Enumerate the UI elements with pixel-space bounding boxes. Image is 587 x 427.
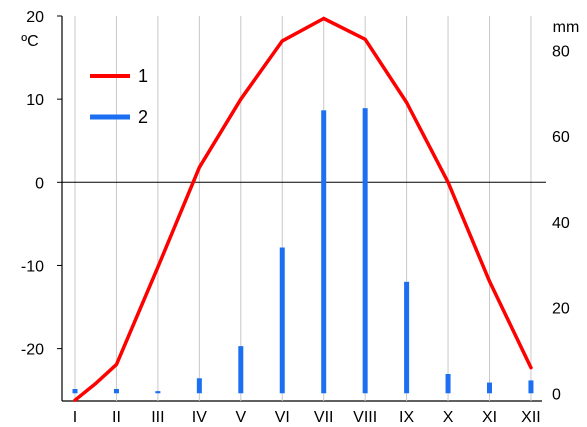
precip-bar-III [155,391,161,394]
precip-bar-IX [404,281,410,394]
precip-bar-VI [279,247,285,394]
precip-bar-VIII [362,108,368,394]
precip-bar-V [238,346,244,394]
legend-label-1: 1 [138,66,148,86]
right-tick-label: 40 [552,215,570,232]
precip-bar-I [72,388,78,394]
plot-frame [61,16,542,402]
right-tick-label: 0 [552,386,561,403]
x-tick-label-III: III [151,409,164,426]
right-tick-label: 20 [552,301,570,318]
left-tick-label: 10 [26,92,44,109]
precipitation-bars [72,108,534,394]
left-tick-label: 20 [26,9,44,26]
x-tick-label-VI: VI [275,409,290,426]
x-tick-label-VIII: VIII [353,409,377,426]
x-tick-label-VII: VII [314,409,334,426]
x-tick-label-XI: XI [482,409,497,426]
legend-label-2: 2 [138,107,148,127]
precip-bar-XI [487,382,492,394]
right-axis-unit: mm [553,19,580,36]
precip-bar-XII [528,380,534,394]
left-axis-unit: ºC [21,33,38,50]
x-tick-label-V: V [235,409,246,426]
x-tick-label-IV: IV [192,409,207,426]
left-tick-label: -20 [21,342,44,359]
temperature-line [73,16,533,402]
grid-layer [62,16,546,401]
x-tick-label-X: X [443,409,454,426]
right-tick-label: 80 [552,43,570,60]
x-tick-label-IX: IX [399,409,414,426]
x-tick-label-XII: XII [521,409,541,426]
precip-bar-II [113,388,119,394]
precip-bar-X [445,373,451,394]
left-tick-label: 0 [35,175,44,192]
right-tick-label: 60 [552,129,570,146]
legend: 12 [90,66,148,127]
x-tick-label-II: II [112,409,121,426]
temperature-polyline [73,16,533,402]
precip-bar-VII [321,110,327,394]
x-tick-label-I: I [73,409,77,426]
left-tick-label: -10 [21,258,44,275]
precip-bar-IV [196,378,202,394]
